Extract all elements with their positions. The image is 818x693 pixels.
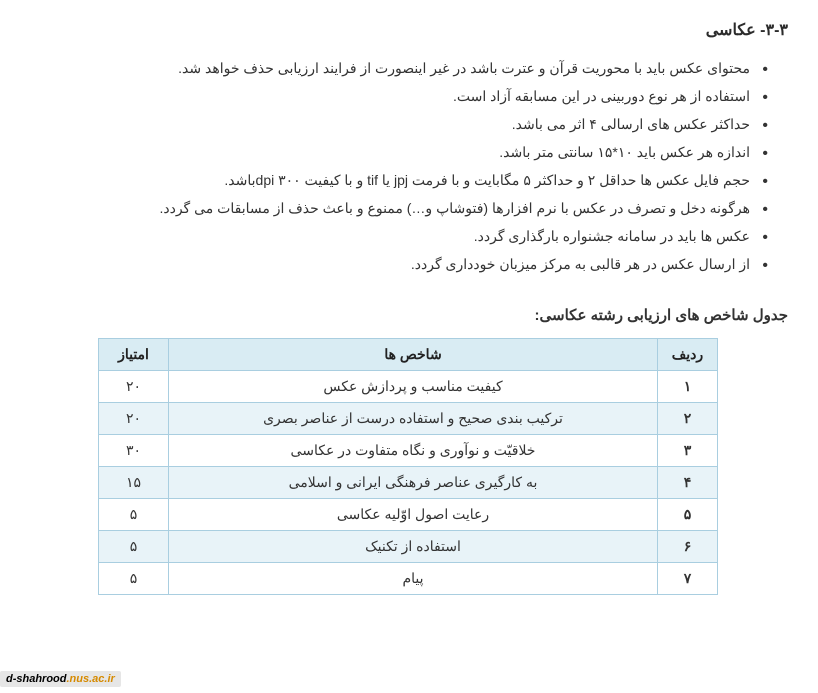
table-row: ۳ خلاقیّت و نوآوری و نگاه متفاوت در عکاس…	[99, 435, 718, 467]
cell-s: ۲۰	[99, 403, 169, 435]
cell-c: به کارگیری عناصر فرهنگی ایرانی و اسلامی	[169, 467, 658, 499]
list-item: هرگونه دخل و تصرف در عکس با نرم افزارها …	[30, 194, 764, 222]
table-row: ۵ رعایت اصول اوّلیه عکاسی ۵	[99, 499, 718, 531]
cell-n: ۶	[658, 531, 718, 563]
footer-watermark: d-shahrood.nus.ac.ir	[0, 671, 121, 687]
col-header-row: ردیف	[658, 339, 718, 371]
section-title: ۳-۳- عکاسی	[30, 20, 788, 40]
list-item: حداکثر عکس های ارسالی ۴ اثر می باشد.	[30, 110, 764, 138]
col-header-criteria: شاخص ها	[169, 339, 658, 371]
list-item: عکس ها باید در سامانه جشنواره بارگذاری گ…	[30, 222, 764, 250]
cell-s: ۵	[99, 563, 169, 595]
footer-part2: .nus.ac.ir	[67, 673, 115, 685]
cell-s: ۵	[99, 531, 169, 563]
cell-n: ۲	[658, 403, 718, 435]
cell-c: ترکیب بندی صحیح و استفاده درست از عناصر …	[169, 403, 658, 435]
cell-c: استفاده از تکنیک	[169, 531, 658, 563]
table-row: ۴ به کارگیری عناصر فرهنگی ایرانی و اسلام…	[99, 467, 718, 499]
cell-n: ۵	[658, 499, 718, 531]
cell-c: پیام	[169, 563, 658, 595]
list-item: استفاده از هر نوع دوربینی در این مسابقه …	[30, 82, 764, 110]
cell-n: ۱	[658, 371, 718, 403]
table-row: ۷ پیام ۵	[99, 563, 718, 595]
col-header-score: امتیاز	[99, 339, 169, 371]
list-item: اندازه هر عکس باید ۱۰*۱۵ سانتی متر باشد.	[30, 138, 764, 166]
cell-s: ۵	[99, 499, 169, 531]
table-row: ۲ ترکیب بندی صحیح و استفاده درست از عناص…	[99, 403, 718, 435]
list-item: حجم فایل عکس ها حداقل ۲ و حداکثر ۵ مگابا…	[30, 166, 764, 194]
table-row: ۱ کیفیت مناسب و پردازش عکس ۲۰	[99, 371, 718, 403]
cell-n: ۴	[658, 467, 718, 499]
cell-n: ۳	[658, 435, 718, 467]
cell-c: رعایت اصول اوّلیه عکاسی	[169, 499, 658, 531]
cell-c: کیفیت مناسب و پردازش عکس	[169, 371, 658, 403]
cell-s: ۲۰	[99, 371, 169, 403]
list-item: از ارسال عکس در هر قالبی به مرکز میزبان …	[30, 250, 764, 278]
list-item: محتوای عکس باید با محوریت قرآن و عترت با…	[30, 54, 764, 82]
cell-s: ۳۰	[99, 435, 169, 467]
bullet-list: محتوای عکس باید با محوریت قرآن و عترت با…	[30, 54, 788, 278]
table-title: جدول شاخص های ارزیابی رشته عکاسی:	[30, 306, 788, 324]
table-row: ۶ استفاده از تکنیک ۵	[99, 531, 718, 563]
cell-s: ۱۵	[99, 467, 169, 499]
cell-c: خلاقیّت و نوآوری و نگاه متفاوت در عکاسی	[169, 435, 658, 467]
criteria-table: ردیف شاخص ها امتیاز ۱ کیفیت مناسب و پردا…	[98, 338, 718, 595]
footer-part1: d-shahrood	[6, 673, 67, 685]
cell-n: ۷	[658, 563, 718, 595]
